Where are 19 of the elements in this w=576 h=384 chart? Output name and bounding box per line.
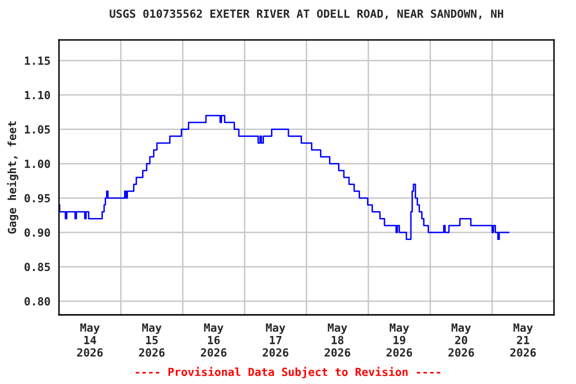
y-tick-label: 0.80 bbox=[24, 297, 50, 306]
x-tick-label: May 15 2026 bbox=[139, 324, 165, 357]
x-tick-label: May 19 2026 bbox=[386, 324, 412, 357]
y-tick-label: 1.10 bbox=[24, 90, 50, 100]
y-tick-label: 1.15 bbox=[24, 56, 50, 65]
x-tick-label: May 20 2026 bbox=[448, 324, 474, 357]
y-tick-label: 0.85 bbox=[24, 262, 50, 272]
chart-title: USGS 010735562 EXETER RIVER AT ODELL ROAD, NEAR SANDOWN, NH bbox=[110, 9, 504, 20]
text: ---- Provisional Data Subject to Revision ---- bbox=[136, 366, 440, 378]
y-tick-label: 0.90 bbox=[24, 228, 50, 237]
y-tick-label: 1.05 bbox=[24, 125, 50, 134]
x-tick-label: May 21 2026 bbox=[510, 324, 536, 357]
x-tick-label: May 16 2026 bbox=[200, 324, 226, 357]
x-tick-label: May 14 2026 bbox=[77, 324, 103, 357]
y-tick-label: 0.95 bbox=[24, 194, 50, 202]
y-tick-label: 1.00 bbox=[24, 160, 50, 168]
x-tick-label: May 18 2026 bbox=[324, 324, 350, 357]
x-tick-label: May 17 2026 bbox=[262, 324, 288, 357]
y-axis-title: Gage height, feet bbox=[6, 121, 18, 234]
